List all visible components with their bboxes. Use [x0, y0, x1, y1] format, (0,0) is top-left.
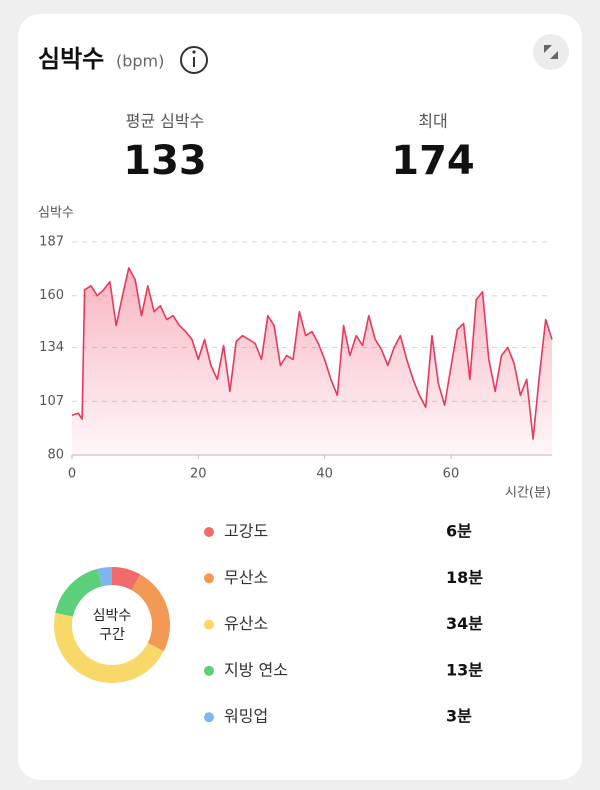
legend-name: 지방 연소 — [224, 660, 288, 679]
expand-button[interactable] — [533, 34, 569, 70]
stat-value: 133 — [123, 138, 207, 184]
expand-icon[interactable] — [544, 45, 558, 59]
legend-value: 13분 — [446, 660, 483, 679]
info-dot[interactable] — [192, 50, 196, 54]
legend-value: 34분 — [446, 614, 483, 633]
donut-slice — [97, 567, 113, 587]
line — [71, 267, 553, 440]
expand-bg[interactable] — [533, 34, 569, 70]
stat-label: 최대 — [418, 112, 447, 131]
x-axis-label: 시간(분) — [505, 486, 551, 501]
unit: (bpm) — [116, 52, 164, 71]
stat-label: 평균 심박수 — [126, 112, 205, 131]
legend-dot — [204, 665, 214, 676]
legend-dot — [204, 527, 214, 537]
y-tick-label: 134 — [39, 340, 64, 355]
x-tick-label: 40 — [316, 467, 333, 482]
stat-value: 174 — [391, 138, 475, 184]
x-tick-label: 60 — [443, 467, 460, 482]
info-circle[interactable] — [180, 46, 208, 74]
legend-value: 6분 — [446, 522, 472, 541]
y-tick-label: 187 — [39, 235, 64, 250]
legend-dot — [204, 573, 214, 584]
donut-slice — [111, 567, 141, 591]
donut-slice — [54, 612, 164, 683]
x-tick-label: 0 — [68, 467, 76, 482]
legend-name: 워밍업 — [224, 707, 268, 726]
y-tick-label: 80 — [47, 448, 64, 463]
x-tick-label: 20 — [190, 467, 207, 482]
donut-center-label: 구간 — [99, 627, 125, 643]
donut-slice — [131, 574, 170, 652]
legend-dot — [204, 619, 214, 630]
legend-value: 18분 — [446, 568, 483, 587]
title: 심박수 — [38, 45, 104, 73]
legend-name: 유산소 — [224, 614, 268, 633]
y-tick-label: 107 — [39, 394, 64, 409]
legend-value: 3분 — [446, 707, 472, 726]
area-fill — [72, 267, 552, 455]
donut-slice — [55, 568, 103, 618]
y-tick-label: 160 — [39, 288, 64, 303]
legend-name: 무산소 — [224, 568, 268, 587]
legend-name: 고강도 — [224, 522, 268, 541]
y-axis-label: 심박수 — [38, 206, 74, 221]
info-button[interactable] — [180, 46, 208, 74]
donut-center-label: 심박수 — [93, 608, 132, 624]
legend-dot — [204, 712, 214, 723]
